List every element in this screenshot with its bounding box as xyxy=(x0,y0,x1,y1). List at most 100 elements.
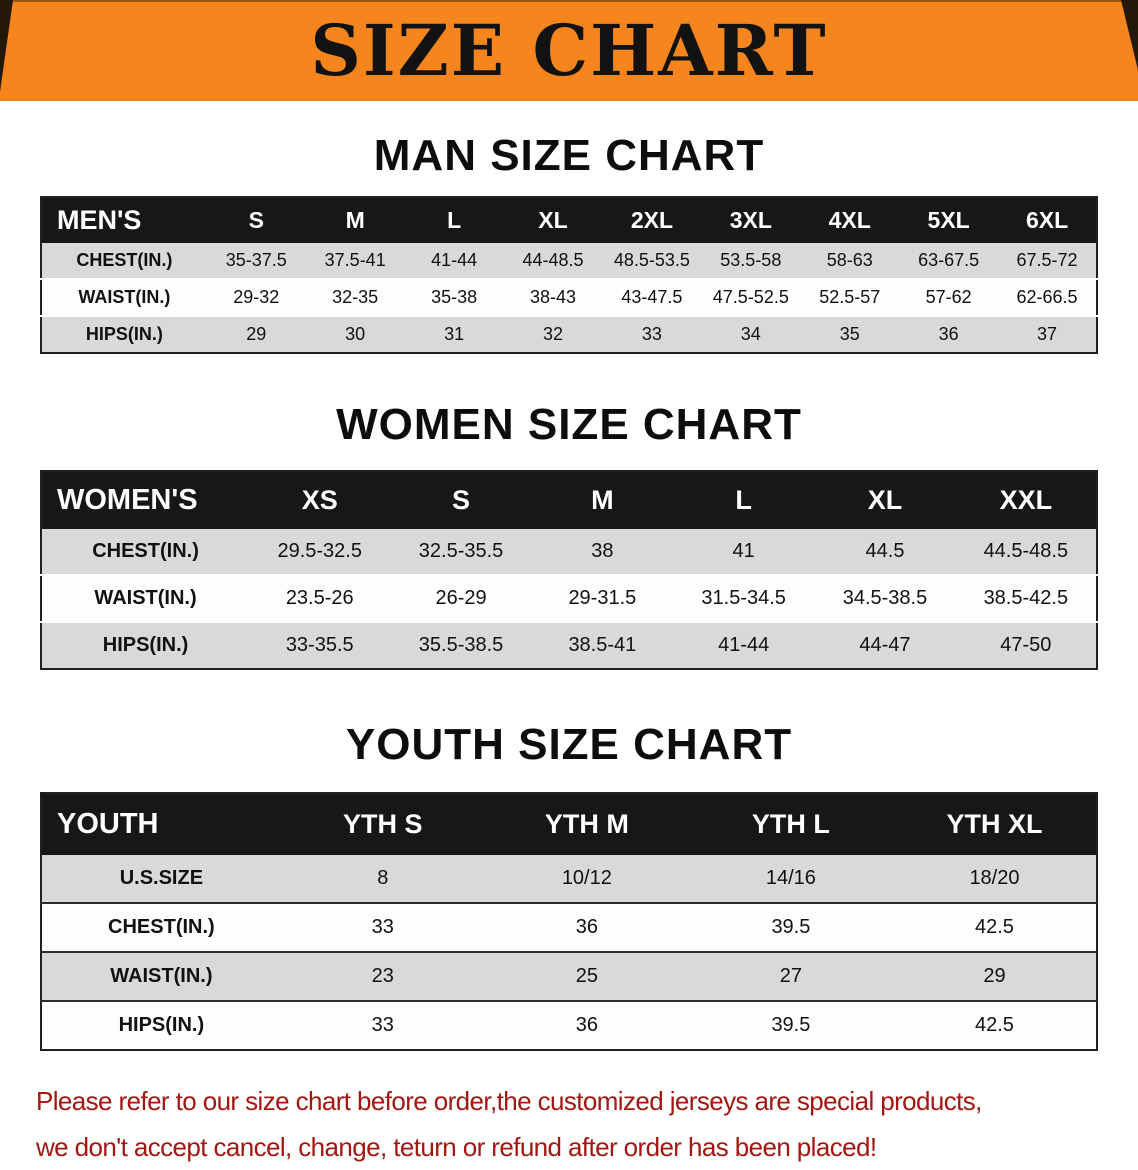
men-size-col-4xl: 4XL xyxy=(800,197,899,243)
men-hips-in-value: 32 xyxy=(504,316,603,353)
men-chest-in-value: 53.5-58 xyxy=(701,243,800,279)
youth-label-chest-in: CHEST(IN.) xyxy=(41,903,281,952)
men-size-col-2xl: 2XL xyxy=(602,197,701,243)
youth-hips-in-value: 33 xyxy=(281,1001,485,1050)
men-size-col-l: L xyxy=(405,197,504,243)
women-chest-in-value: 44.5 xyxy=(814,529,955,575)
size-chart-page: { "banner": { "title": "SIZE CHART" }, "… xyxy=(0,0,1138,1132)
youth-chest-in-value: 42.5 xyxy=(893,903,1097,952)
women-hips-in-value: 35.5-38.5 xyxy=(390,622,531,669)
men-waist-in-value: 62-66.5 xyxy=(998,279,1097,316)
women-hips-in-value: 41-44 xyxy=(673,622,814,669)
youth-label-waist-in: WAIST(IN.) xyxy=(41,952,281,1001)
women-waist-in-value: 38.5-42.5 xyxy=(956,575,1097,622)
youth-hips-in-value: 42.5 xyxy=(893,1001,1097,1050)
youth-u-s-size-value: 18/20 xyxy=(893,855,1097,903)
women-waist-in-value: 31.5-34.5 xyxy=(673,575,814,622)
men-table-title: MEN'S xyxy=(41,197,207,243)
women-size-col-m: M xyxy=(532,471,673,529)
women-chest-in-value: 29.5-32.5 xyxy=(249,529,390,575)
women-chest-in-value: 32.5-35.5 xyxy=(390,529,531,575)
men-waist-in-value: 35-38 xyxy=(405,279,504,316)
men-hips-in-value: 30 xyxy=(306,316,405,353)
youth-chest-in-value: 39.5 xyxy=(689,903,893,952)
men-waist-in-value: 52.5-57 xyxy=(800,279,899,316)
youth-u-s-size-value: 8 xyxy=(281,855,485,903)
women-waist-in-value: 23.5-26 xyxy=(249,575,390,622)
women-chest-in-value: 44.5-48.5 xyxy=(956,529,1097,575)
disclaimer: Please refer to our size chart before or… xyxy=(36,1079,1102,1170)
women-waist-in-value: 29-31.5 xyxy=(532,575,673,622)
men-waist-in-value: 32-35 xyxy=(306,279,405,316)
youth-waist-in-value: 23 xyxy=(281,952,485,1001)
men-waist-in-value: 47.5-52.5 xyxy=(701,279,800,316)
men-label-hips-in: HIPS(IN.) xyxy=(41,316,207,353)
youth-hips-in-value: 36 xyxy=(485,1001,689,1050)
men-size-col-6xl: 6XL xyxy=(998,197,1097,243)
men-hips-in-value: 35 xyxy=(800,316,899,353)
banner: SIZE CHART xyxy=(0,0,1138,101)
men-chest-in-value: 48.5-53.5 xyxy=(602,243,701,279)
men-waist-in-value: 29-32 xyxy=(207,279,306,316)
men-size-col-xl: XL xyxy=(504,197,603,243)
men-size-col-3xl: 3XL xyxy=(701,197,800,243)
youth-section-heading: YOUTH SIZE CHART xyxy=(0,720,1138,770)
men-size-col-s: S xyxy=(207,197,306,243)
men-waist-in-value: 57-62 xyxy=(899,279,998,316)
men-size-col-m: M xyxy=(306,197,405,243)
photo-corner-left xyxy=(0,0,13,92)
youth-u-s-size-value: 10/12 xyxy=(485,855,689,903)
women-hips-in-value: 38.5-41 xyxy=(532,622,673,669)
youth-size-col-yth-s: YTH S xyxy=(281,793,485,855)
men-chest-in-value: 35-37.5 xyxy=(207,243,306,279)
men-hips-in-value: 29 xyxy=(207,316,306,353)
women-hips-in-value: 33-35.5 xyxy=(249,622,390,669)
women-section-heading: WOMEN SIZE CHART xyxy=(0,400,1138,450)
women-waist-in-value: 26-29 xyxy=(390,575,531,622)
youth-waist-in-value: 25 xyxy=(485,952,689,1001)
women-label-hips-in: HIPS(IN.) xyxy=(41,622,249,669)
men-chest-in-value: 44-48.5 xyxy=(504,243,603,279)
women-size-col-s: S xyxy=(390,471,531,529)
men-chest-in-value: 58-63 xyxy=(800,243,899,279)
youth-chest-in-value: 36 xyxy=(485,903,689,952)
men-chest-in-value: 67.5-72 xyxy=(998,243,1097,279)
youth-table-title: YOUTH xyxy=(41,793,281,855)
women-size-col-xl: XL xyxy=(814,471,955,529)
disclaimer-line-2: we don't accept cancel, change, teturn o… xyxy=(36,1125,1102,1170)
youth-size-col-yth-m: YTH M xyxy=(485,793,689,855)
women-label-chest-in: CHEST(IN.) xyxy=(41,529,249,575)
men-size-col-5xl: 5XL xyxy=(899,197,998,243)
youth-waist-in-value: 29 xyxy=(893,952,1097,1001)
men-hips-in-value: 31 xyxy=(405,316,504,353)
men-label-chest-in: CHEST(IN.) xyxy=(41,243,207,279)
women-label-waist-in: WAIST(IN.) xyxy=(41,575,249,622)
youth-label-hips-in: HIPS(IN.) xyxy=(41,1001,281,1050)
women-size-col-xs: XS xyxy=(249,471,390,529)
youth-waist-in-value: 27 xyxy=(689,952,893,1001)
men-hips-in-value: 34 xyxy=(701,316,800,353)
youth-u-s-size-value: 14/16 xyxy=(689,855,893,903)
men-chest-in-value: 41-44 xyxy=(405,243,504,279)
men-section-heading: MAN SIZE CHART xyxy=(0,131,1138,181)
men-hips-in-value: 36 xyxy=(899,316,998,353)
disclaimer-line-1: Please refer to our size chart before or… xyxy=(36,1079,1102,1125)
men-chest-in-value: 37.5-41 xyxy=(306,243,405,279)
